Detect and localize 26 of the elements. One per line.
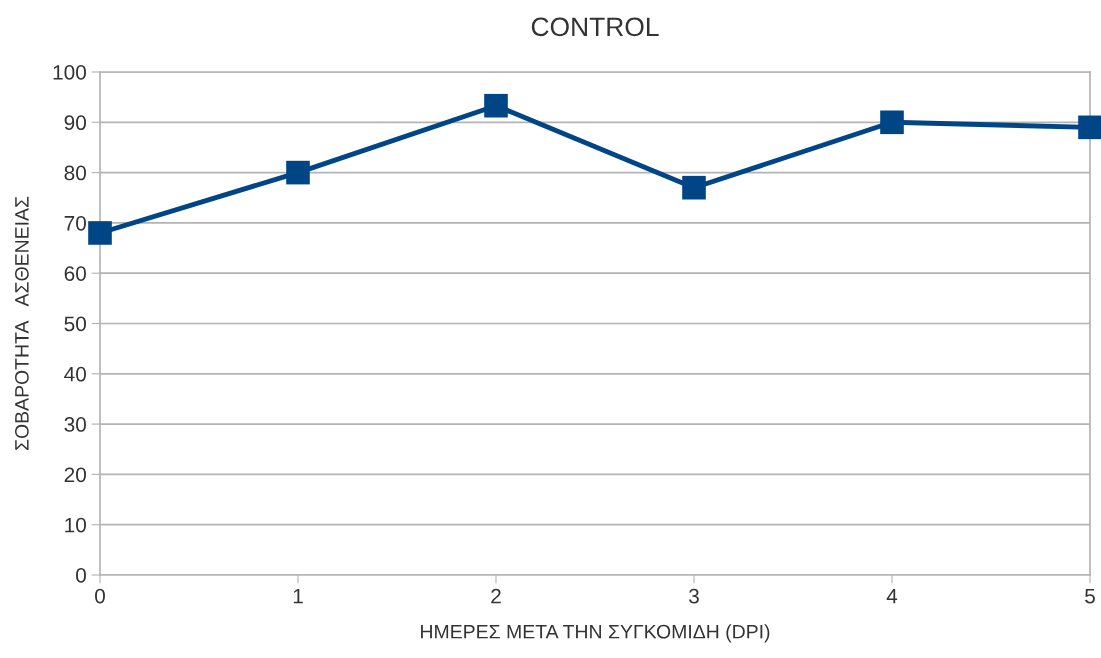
x-tick-label: 1 xyxy=(293,588,303,604)
x-tick-label: 3 xyxy=(689,588,699,604)
x-tick-label: 2 xyxy=(491,588,501,604)
point xyxy=(880,110,904,135)
y-tick-label: 40 xyxy=(64,366,86,382)
chart-title: CONTROL xyxy=(531,17,659,37)
y-tick-label: 10 xyxy=(65,517,86,533)
point xyxy=(88,221,112,245)
y-tick-label: 90 xyxy=(64,115,86,131)
y-tick-label: 20 xyxy=(64,467,86,483)
y-tick-label: 70 xyxy=(64,215,86,231)
y-tick-label: 60 xyxy=(64,266,86,281)
point xyxy=(1078,115,1101,140)
point xyxy=(484,93,508,118)
point xyxy=(286,160,310,185)
y-tick-label: 30 xyxy=(64,417,86,432)
y-axis-title: ΣΟΒΑΡΟΤΗΤΑ ΑΣΘΕΝΕΙΑΣ xyxy=(14,196,29,450)
x-axis-title: ΗΜΕΡΕΣ ΜΕΤΑ ΤΗΝ ΣΥΓΚΟΜΙΔΗ (DPI) xyxy=(421,624,770,643)
point xyxy=(682,175,706,200)
y-tick-label: 100 xyxy=(53,65,86,80)
x-tick-label: 4 xyxy=(886,588,898,604)
x-tick-label: 0 xyxy=(95,588,105,604)
x-tick-label: 5 xyxy=(1085,588,1095,604)
y-tick-label: 80 xyxy=(64,165,86,181)
y-tick-label: 50 xyxy=(64,316,86,332)
y-tick-label: 0 xyxy=(76,568,86,583)
